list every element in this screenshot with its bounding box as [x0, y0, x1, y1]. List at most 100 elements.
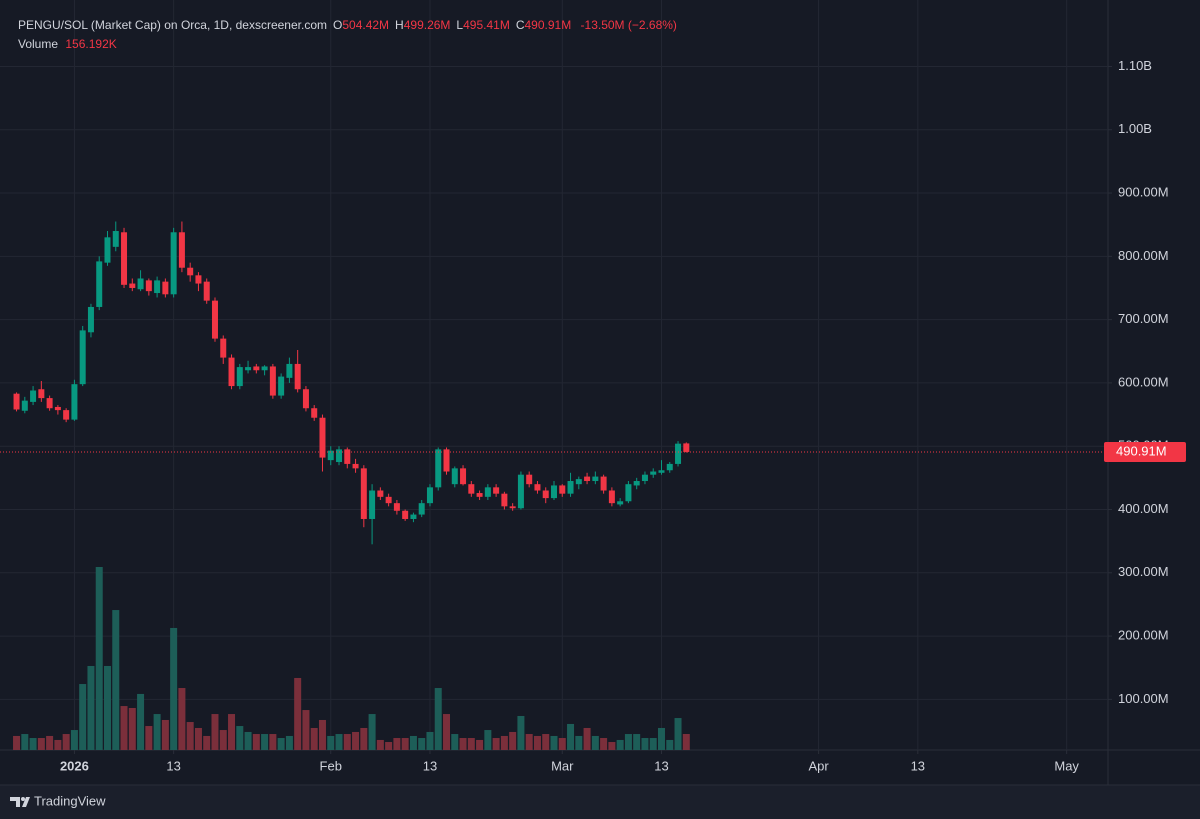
volume-bar [443, 714, 451, 750]
volume-bar [641, 738, 649, 750]
candle-body [162, 281, 169, 295]
volume-bar [244, 731, 252, 750]
ohlc-legend: O504.42M H499.26M L495.41M C490.91M [327, 18, 571, 32]
candle-body [54, 406, 61, 411]
candle-body [468, 484, 475, 494]
change: -13.50M (−2.68%) [580, 18, 677, 32]
volume-bar [517, 715, 525, 750]
candle-body [683, 443, 690, 452]
candle-body [228, 357, 235, 387]
y-tick-label: 1.10B [1118, 58, 1152, 73]
y-tick-label: 200.00M [1118, 628, 1169, 643]
volume-bar [178, 688, 186, 750]
legend-key: O [333, 18, 343, 32]
candle-body [377, 490, 384, 497]
volume-bar [343, 734, 351, 750]
volume-bar [385, 742, 393, 750]
volume-bar [170, 627, 178, 750]
candle-body [13, 393, 20, 410]
candle-body [534, 484, 541, 491]
volume-bar [294, 677, 302, 750]
candle-body [220, 338, 227, 358]
candle-body [567, 481, 574, 494]
volume-bar [567, 723, 575, 750]
candle-body [145, 280, 152, 292]
candle-body [294, 363, 301, 390]
volume-bar [269, 734, 277, 750]
candle-body [675, 443, 682, 464]
candle-body [236, 367, 243, 387]
volume-bar [120, 706, 128, 750]
legend-key: C [515, 18, 525, 32]
candle-body [87, 306, 94, 333]
candle-body [21, 400, 28, 411]
volume-bar [525, 734, 533, 750]
volume-bar [54, 739, 62, 750]
candle-body [302, 389, 309, 409]
candle-body [319, 417, 326, 458]
last-price-box [1104, 441, 1186, 462]
volume-bar [145, 726, 153, 750]
volume-bar [228, 714, 236, 750]
y-tick-label: 700.00M [1118, 311, 1169, 326]
volume-bar [624, 734, 632, 750]
candle-body [286, 363, 293, 378]
candle-body [592, 476, 599, 482]
volume-bar [591, 735, 599, 750]
candle-body [426, 487, 433, 504]
volume-bar [600, 738, 608, 750]
volume-bar [575, 735, 583, 750]
candle-body [551, 485, 557, 499]
candle-body [402, 510, 409, 519]
volume-bar [476, 739, 484, 750]
y-tick-label: 400.00M [1118, 501, 1169, 516]
volume-bar [467, 738, 475, 750]
candle-body [410, 514, 417, 519]
volume-bar [492, 738, 500, 750]
volume-bar [103, 665, 111, 750]
volume-bar [616, 739, 624, 750]
y-tick-label: 1.00B [1118, 121, 1152, 136]
volume-bar [219, 730, 227, 750]
axis-layer: 100.00M200.00M300.00M400.00M500.00M600.0… [0, 58, 1186, 773]
legend-key: L [456, 18, 464, 32]
volume-bar [459, 738, 467, 750]
volume-bar [70, 730, 78, 750]
candle-body [79, 330, 86, 385]
candle-body [484, 487, 491, 497]
candle-body [336, 449, 343, 463]
candle-body [253, 366, 260, 371]
x-tick-label: May [1054, 758, 1079, 773]
volume-bar [21, 734, 29, 750]
chart-title: PENGU/SOL (Market Cap) on Orca, 1D, dexs… [18, 18, 327, 32]
candle-body [526, 474, 533, 485]
volume-bar [285, 735, 293, 750]
volume-layer [13, 567, 690, 750]
volume-bar [335, 734, 343, 750]
candle-body [63, 410, 70, 420]
volume-bar [302, 710, 310, 750]
candle-body [137, 278, 144, 290]
candle-body [617, 501, 624, 505]
footer-bg [0, 785, 1200, 819]
candle-body [154, 280, 161, 294]
tradingview-logo [10, 797, 30, 807]
candle-body [509, 506, 516, 509]
volume-bar [418, 738, 426, 750]
volume-bar [252, 734, 260, 750]
volume-bar [500, 735, 508, 750]
candle-body [269, 366, 276, 396]
candle-body [633, 481, 640, 486]
candle-body [641, 474, 648, 482]
volume-value: 156.192K [65, 37, 117, 51]
candle-body [170, 232, 177, 295]
candle-body [195, 275, 202, 284]
volume-bar [360, 727, 368, 750]
volume-bar [211, 714, 219, 750]
candle-body [501, 493, 508, 507]
candle-body [584, 476, 591, 482]
candle-body [608, 490, 615, 504]
volume-bar [186, 722, 194, 750]
volume-bar [608, 742, 616, 750]
volume-bar [649, 738, 657, 750]
